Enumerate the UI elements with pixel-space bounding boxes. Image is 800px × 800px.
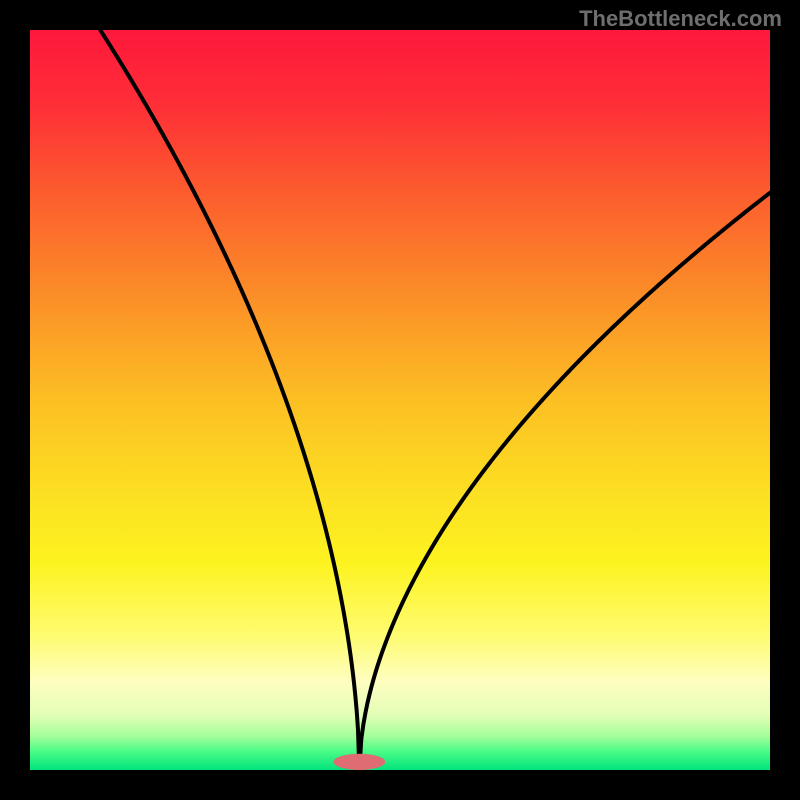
plot-background: [30, 30, 770, 770]
watermark-text: TheBottleneck.com: [579, 6, 782, 32]
chart-svg: [0, 0, 800, 800]
optimum-marker: [333, 754, 385, 770]
bottleneck-chart: TheBottleneck.com: [0, 0, 800, 800]
